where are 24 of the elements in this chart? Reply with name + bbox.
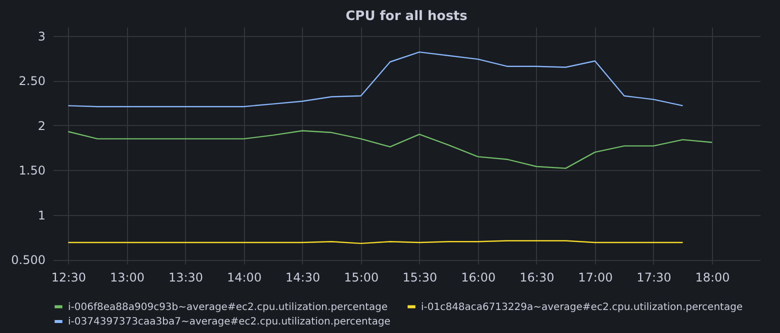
x-tick-label: 14:30	[286, 270, 320, 284]
y-tick-label: 1	[38, 208, 46, 222]
chart-title: CPU for all hosts	[346, 9, 468, 24]
line-series	[68, 130, 713, 169]
x-tick-label: 15:30	[402, 270, 438, 284]
x-tick-label: 18:00	[695, 270, 730, 284]
x-tick-label: 16:00	[461, 270, 496, 284]
legend-label: i-01c848aca6713229a~average#ec2.cpu.utilization.percentage	[421, 302, 743, 313]
line-series	[68, 51, 684, 108]
x-tick-label: 15:00	[344, 270, 379, 284]
x-tick-label: 16:30	[520, 270, 554, 284]
legend-label: i-006f8ea88a909c93b~average#ec2.cpu.utilization.percentage	[68, 302, 388, 313]
y-tick-label: 3	[38, 29, 46, 44]
x-tick-label: 13:30	[168, 270, 204, 284]
legend-label: i-0374397373caa3ba7~average#ec2.cpu.utilization.percentage	[68, 316, 390, 328]
x-tick-label: 12:30	[51, 270, 86, 284]
y-tick-label: 2.50	[18, 74, 46, 88]
y-tick-label: 0.500	[11, 253, 46, 268]
x-tick-label: 17:00	[578, 270, 613, 284]
x-tick-label: 17:30	[636, 270, 672, 284]
x-tick-label: 13:00	[110, 270, 145, 284]
y-tick-label: 2	[38, 118, 46, 133]
x-tick-label: 14:00	[227, 270, 262, 284]
y-tick-label: 1.50	[18, 164, 46, 178]
